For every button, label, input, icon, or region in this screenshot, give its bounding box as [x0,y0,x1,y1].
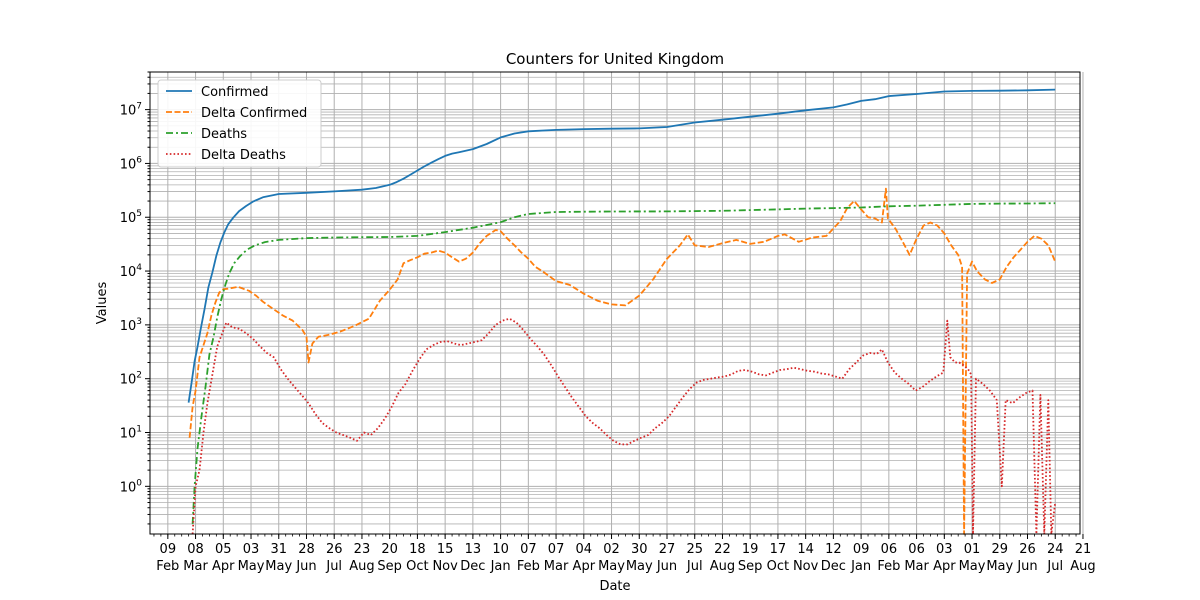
x-tick-month: Jul [686,559,703,574]
y-tick-exponent: 3 [136,317,142,327]
x-tick-day: 28 [298,542,315,557]
x-tick-day: 20 [381,542,398,557]
legend-entry: Confirmed [201,85,269,100]
x-tick-day: 31 [270,542,287,557]
x-tick-day: 08 [187,542,204,557]
legend-entry: Delta Confirmed [201,106,307,121]
x-tick-month: Apr [933,559,956,574]
series-line-delta-deaths [191,317,1057,535]
legend: Confirmed Delta Confirmed Deaths Delta Deat… [157,79,322,168]
y-tick-exponent: 7 [136,102,142,112]
x-tick-day: 05 [215,542,232,557]
x-tick-month: Feb [156,559,179,574]
x-tick-day: 06 [908,542,925,557]
x-tick-day: 07 [520,542,537,557]
chart-title: Counters for United Kingdom [506,50,724,68]
y-tick-exponent: 0 [136,478,142,488]
x-tick-month: Nov [432,559,458,574]
x-tick-day: 02 [603,542,620,557]
x-tick-month: Jun [295,559,316,574]
x-tick-day: 19 [742,542,759,557]
x-tick-day: 03 [243,542,260,557]
plot-frame [149,71,1081,535]
x-tick-day: 10 [492,542,509,557]
x-tick-month: Apr [212,559,235,574]
x-tick-day: 09 [160,542,177,557]
x-tick-month: Aug [349,559,374,574]
x-tick-month: May [959,559,986,574]
x-tick-day: 17 [770,542,787,557]
x-tick-day: 06 [881,542,898,557]
x-tick-month: Oct [406,559,428,574]
x-tick-day: 26 [326,542,343,557]
x-tick-day: 18 [409,542,426,557]
y-tick-exponent: 4 [136,263,142,273]
x-tick-day: 22 [714,542,731,557]
x-tick-month: Sep [738,559,763,574]
series-line-deaths [191,202,1056,524]
y-axis-label: Values [95,282,110,325]
x-tick-month: May [986,559,1013,574]
x-tick-day: 27 [659,542,676,557]
x-tick-day: 13 [465,542,482,557]
x-tick-day: 01 [964,542,981,557]
series-line-confirmed [187,88,1056,403]
x-tick-month: Nov [793,559,819,574]
y-tick-exponent: 1 [136,425,142,435]
series-lines [187,88,1057,535]
y-tick-exponent: 6 [136,155,142,165]
x-tick-month: Feb [517,559,540,574]
x-tick-day: 12 [825,542,842,557]
x-tick-day: 14 [797,542,814,557]
x-tick-day: 21 [1075,542,1092,557]
legend-entry: Deaths [201,127,247,142]
x-tick-month: Mar [183,559,208,574]
x-tick-day: 09 [853,542,870,557]
series-line-delta-confirmed [188,187,1057,535]
y-tick-exponent: 2 [136,371,142,381]
x-tick-month: Dec [460,559,485,574]
x-tick-month: Jan [490,559,511,574]
x-tick-month: Dec [821,559,846,574]
x-tick-month: May [598,559,625,574]
x-tick-month: Jun [656,559,677,574]
x-tick-month: Oct [767,559,789,574]
x-tick-month: Aug [710,559,735,574]
x-tick-month: Sep [377,559,402,574]
x-tick-month: May [265,559,292,574]
x-tick-month: May [626,559,653,574]
x-tick-month: Aug [1070,559,1095,574]
x-tick-month: Mar [904,559,929,574]
x-tick-month: Jan [850,559,871,574]
x-tick-month: Feb [877,559,900,574]
y-tick-exponent: 5 [136,209,142,219]
x-tick-day: 23 [354,542,371,557]
x-tick-month: Mar [544,559,569,574]
x-tick-month: May [238,559,265,574]
x-tick-day: 26 [1019,542,1036,557]
x-tick-day: 30 [631,542,648,557]
x-tick-day: 04 [576,542,593,557]
x-tick-day: 03 [936,542,953,557]
legend-box [157,79,322,168]
legend-entry: Delta Deaths [201,148,286,163]
x-tick-day: 25 [686,542,703,557]
x-tick-month: Jul [1046,559,1063,574]
x-tick-day: 07 [548,542,565,557]
x-tick-day: 15 [437,542,454,557]
x-tick-day: 29 [992,542,1009,557]
x-tick-day: 24 [1047,542,1064,557]
x-tick-month: Jun [1016,559,1037,574]
x-tick-month: Apr [573,559,596,574]
axis-ticks: 09Feb08Mar05Apr03May31May28Jun26Jul23Aug… [120,71,1096,574]
x-tick-month: Jul [325,559,342,574]
x-axis-label: Date [599,579,630,594]
